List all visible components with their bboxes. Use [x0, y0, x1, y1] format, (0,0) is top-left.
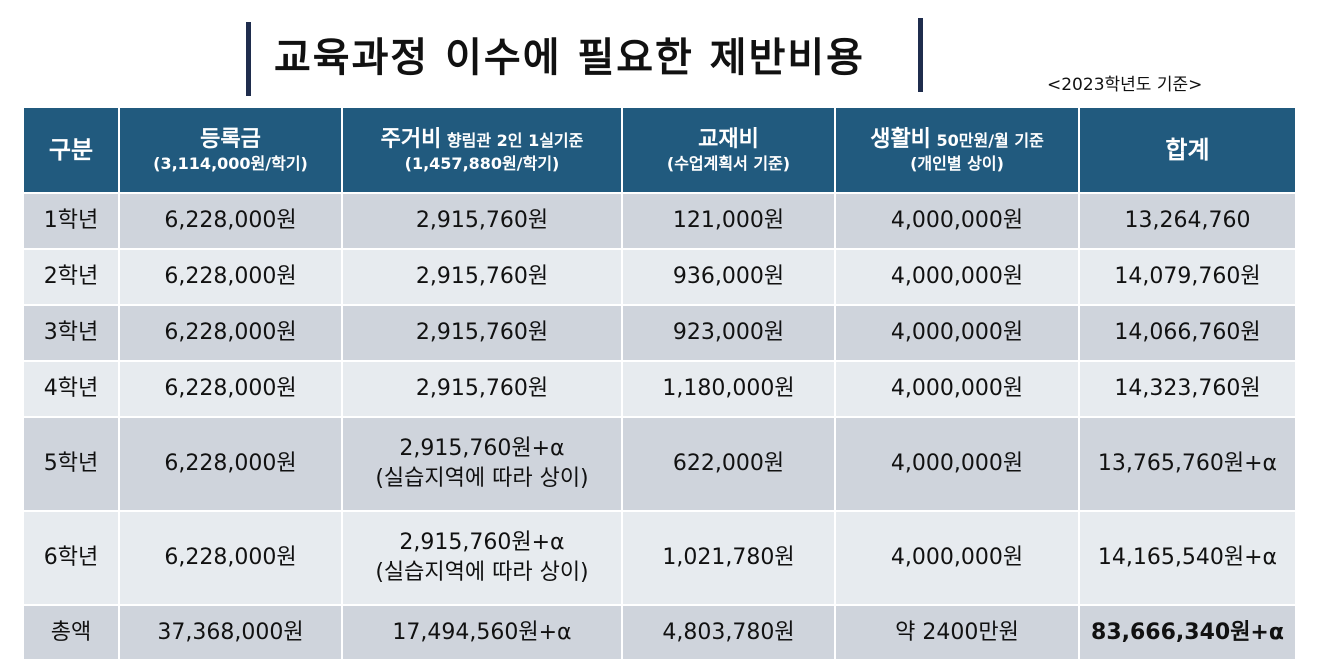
- cell-housing: 2,915,760원: [341, 360, 623, 418]
- cell-total: 14,079,760원: [1078, 248, 1297, 306]
- cell-tuition: 6,228,000원: [118, 510, 343, 606]
- cell-total: 14,323,760원: [1078, 360, 1297, 418]
- title-block: 교육과정 이수에 필요한 제반비용: [246, 18, 926, 96]
- cell-tuition: 6,228,000원: [118, 248, 343, 306]
- cell-materials: 121,000원: [621, 192, 836, 250]
- cell-total-living: 약 2400만원: [834, 604, 1080, 661]
- cell-living: 4,000,000원: [834, 192, 1080, 250]
- cell-tuition: 6,228,000원: [118, 304, 343, 362]
- header-total: 합계: [1078, 106, 1297, 194]
- header-materials: 교재비 (수업계획서 기준): [621, 106, 836, 194]
- cell-total-materials: 4,803,780원: [621, 604, 836, 661]
- cell-tuition: 6,228,000원: [118, 416, 343, 512]
- cell-housing: 2,915,760원: [341, 248, 623, 306]
- cell-living: 4,000,000원: [834, 304, 1080, 362]
- cell-total: 13,264,760: [1078, 192, 1297, 250]
- cell-materials: 1,180,000원: [621, 360, 836, 418]
- cell-grade: 5학년: [22, 416, 120, 512]
- cell-grade: 2학년: [22, 248, 120, 306]
- cell-total: 14,165,540원+α: [1078, 510, 1297, 606]
- housing-amount: 2,915,760원+α: [399, 530, 565, 556]
- header-tuition: 등록금 (3,114,000원/학기): [118, 106, 343, 194]
- cell-grade: 3학년: [22, 304, 120, 362]
- cell-total-housing: 17,494,560원+α: [341, 604, 623, 661]
- cell-housing: 2,915,760원+α (실습지역에 따라 상이): [341, 416, 623, 512]
- table-row: 3학년 6,228,000원 2,915,760원 923,000원 4,000…: [22, 304, 1297, 362]
- table-row: 4학년 6,228,000원 2,915,760원 1,180,000원 4,0…: [22, 360, 1297, 418]
- title-left-bar: [246, 22, 251, 96]
- title-right-bar: [918, 18, 923, 92]
- header-housing: 주거비 향림관 2인 1실기준 (1,457,880원/학기): [341, 106, 623, 194]
- header-living: 생활비 50만원/월 기준 (개인별 상이): [834, 106, 1080, 194]
- table-row: 5학년 6,228,000원 2,915,760원+α (실습지역에 따라 상이…: [22, 416, 1297, 512]
- cell-total: 14,066,760원: [1078, 304, 1297, 362]
- cost-table: 구분 등록금 (3,114,000원/학기) 주거비 향림관 2인 1실기준 (…: [22, 106, 1297, 661]
- cell-housing: 2,915,760원+α (실습지역에 따라 상이): [341, 510, 623, 606]
- cell-materials: 1,021,780원: [621, 510, 836, 606]
- page-title: 교육과정 이수에 필요한 제반비용: [274, 35, 865, 81]
- cell-living: 4,000,000원: [834, 416, 1080, 512]
- cell-total: 13,765,760원+α: [1078, 416, 1297, 512]
- table-row: 1학년 6,228,000원 2,915,760원 121,000원 4,000…: [22, 192, 1297, 250]
- cell-grade: 1학년: [22, 192, 120, 250]
- cell-housing: 2,915,760원: [341, 192, 623, 250]
- cell-materials: 936,000원: [621, 248, 836, 306]
- cell-materials: 622,000원: [621, 416, 836, 512]
- cell-materials: 923,000원: [621, 304, 836, 362]
- cell-housing: 2,915,760원: [341, 304, 623, 362]
- cell-living: 4,000,000원: [834, 360, 1080, 418]
- table-row: 2학년 6,228,000원 2,915,760원 936,000원 4,000…: [22, 248, 1297, 306]
- header-category: 구분: [22, 106, 120, 194]
- cell-total-label: 총액: [22, 604, 120, 661]
- cell-living: 4,000,000원: [834, 510, 1080, 606]
- totals-row: 총액 37,368,000원 17,494,560원+α 4,803,780원 …: [22, 604, 1297, 661]
- cell-grade: 4학년: [22, 360, 120, 418]
- cell-tuition: 6,228,000원: [118, 192, 343, 250]
- header-row: 구분 등록금 (3,114,000원/학기) 주거비 향림관 2인 1실기준 (…: [22, 106, 1297, 194]
- cell-grade: 6학년: [22, 510, 120, 606]
- housing-note: (실습지역에 따라 상이): [375, 560, 589, 585]
- cell-living: 4,000,000원: [834, 248, 1080, 306]
- housing-amount: 2,915,760원+α: [399, 436, 565, 462]
- cell-total-tuition: 37,368,000원: [118, 604, 343, 661]
- basis-note: <2023학년도 기준>: [1047, 75, 1203, 95]
- cell-tuition: 6,228,000원: [118, 360, 343, 418]
- cell-grand-total: 83,666,340원+α: [1078, 604, 1297, 661]
- table-row: 6학년 6,228,000원 2,915,760원+α (실습지역에 따라 상이…: [22, 510, 1297, 606]
- housing-note: (실습지역에 따라 상이): [375, 466, 589, 491]
